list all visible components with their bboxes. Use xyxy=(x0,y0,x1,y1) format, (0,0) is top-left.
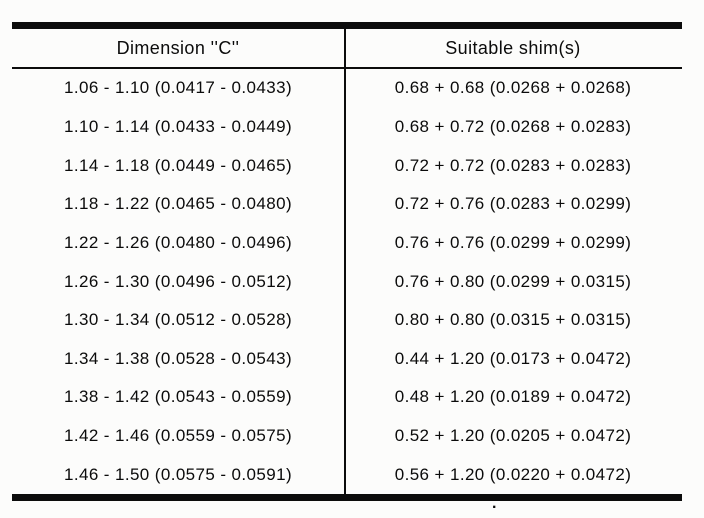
shims-cell: 0.56 + 1.20 (0.0220 + 0.0472) xyxy=(394,464,632,484)
table-rows: 1.06 - 1.10 (0.0417 - 0.0433) 0.68 + 0.6… xyxy=(12,69,682,494)
table-row: 1.22 - 1.26 (0.0480 - 0.0496) 0.76 + 0.7… xyxy=(12,224,682,263)
dimension-cell: 1.18 - 1.22 (0.0465 - 0.0480) xyxy=(63,194,293,214)
table-header-row: Dimension ''C'' Suitable shim(s) xyxy=(12,29,682,69)
shims-cell: 0.68 + 0.72 (0.0268 + 0.0283) xyxy=(394,116,632,136)
header-dimension-c: Dimension ''C'' xyxy=(116,37,240,58)
table-row: 1.06 - 1.10 (0.0417 - 0.0433) 0.68 + 0.6… xyxy=(12,69,682,108)
table-bottom-border xyxy=(12,494,682,501)
dimension-cell: 1.10 - 1.14 (0.0433 - 0.0449) xyxy=(63,116,293,136)
table-row: 1.38 - 1.42 (0.0543 - 0.0559) 0.48 + 1.2… xyxy=(12,378,682,417)
header-suitable-shims: Suitable shim(s) xyxy=(445,37,581,58)
shims-cell: 0.48 + 1.20 (0.0189 + 0.0472) xyxy=(394,387,632,407)
shims-cell: 0.44 + 1.20 (0.0173 + 0.0472) xyxy=(394,348,632,368)
shim-selection-table: Dimension ''C'' Suitable shim(s) 1.06 - … xyxy=(12,22,682,501)
scan-artifact-dot: . xyxy=(492,495,497,512)
table-row: 1.14 - 1.18 (0.0449 - 0.0465) 0.72 + 0.7… xyxy=(12,146,682,185)
shims-cell: 0.76 + 0.80 (0.0299 + 0.0315) xyxy=(394,271,632,291)
table-row: 1.18 - 1.22 (0.0465 - 0.0480) 0.72 + 0.7… xyxy=(12,185,682,224)
table-body: Dimension ''C'' Suitable shim(s) 1.06 - … xyxy=(12,29,682,494)
shims-cell: 0.72 + 0.76 (0.0283 + 0.0299) xyxy=(394,194,632,214)
shims-cell: 0.76 + 0.76 (0.0299 + 0.0299) xyxy=(394,232,632,252)
dimension-cell: 1.30 - 1.34 (0.0512 - 0.0528) xyxy=(63,310,293,330)
table-row: 1.10 - 1.14 (0.0433 - 0.0449) 0.68 + 0.7… xyxy=(12,108,682,147)
dimension-cell: 1.38 - 1.42 (0.0543 - 0.0559) xyxy=(63,387,293,407)
table-row: 1.42 - 1.46 (0.0559 - 0.0575) 0.52 + 1.2… xyxy=(12,417,682,456)
dimension-cell: 1.34 - 1.38 (0.0528 - 0.0543) xyxy=(63,348,293,368)
table-row: 1.26 - 1.30 (0.0496 - 0.0512) 0.76 + 0.8… xyxy=(12,262,682,301)
dimension-cell: 1.22 - 1.26 (0.0480 - 0.0496) xyxy=(63,232,293,252)
table-row: 1.34 - 1.38 (0.0528 - 0.0543) 0.44 + 1.2… xyxy=(12,339,682,378)
dimension-cell: 1.46 - 1.50 (0.0575 - 0.0591) xyxy=(63,464,293,484)
dimension-cell: 1.06 - 1.10 (0.0417 - 0.0433) xyxy=(63,78,293,98)
dimension-cell: 1.42 - 1.46 (0.0559 - 0.0575) xyxy=(63,426,293,446)
shims-cell: 0.52 + 1.20 (0.0205 + 0.0472) xyxy=(394,426,632,446)
shims-cell: 0.80 + 0.80 (0.0315 + 0.0315) xyxy=(394,310,632,330)
dimension-cell: 1.26 - 1.30 (0.0496 - 0.0512) xyxy=(63,271,293,291)
column-divider xyxy=(344,29,346,494)
shims-cell: 0.72 + 0.72 (0.0283 + 0.0283) xyxy=(394,155,632,175)
table-row: 1.46 - 1.50 (0.0575 - 0.0591) 0.56 + 1.2… xyxy=(12,455,682,494)
shims-cell: 0.68 + 0.68 (0.0268 + 0.0268) xyxy=(394,78,632,98)
dimension-cell: 1.14 - 1.18 (0.0449 - 0.0465) xyxy=(63,155,293,175)
table-row: 1.30 - 1.34 (0.0512 - 0.0528) 0.80 + 0.8… xyxy=(12,301,682,340)
table-top-border xyxy=(12,22,682,29)
